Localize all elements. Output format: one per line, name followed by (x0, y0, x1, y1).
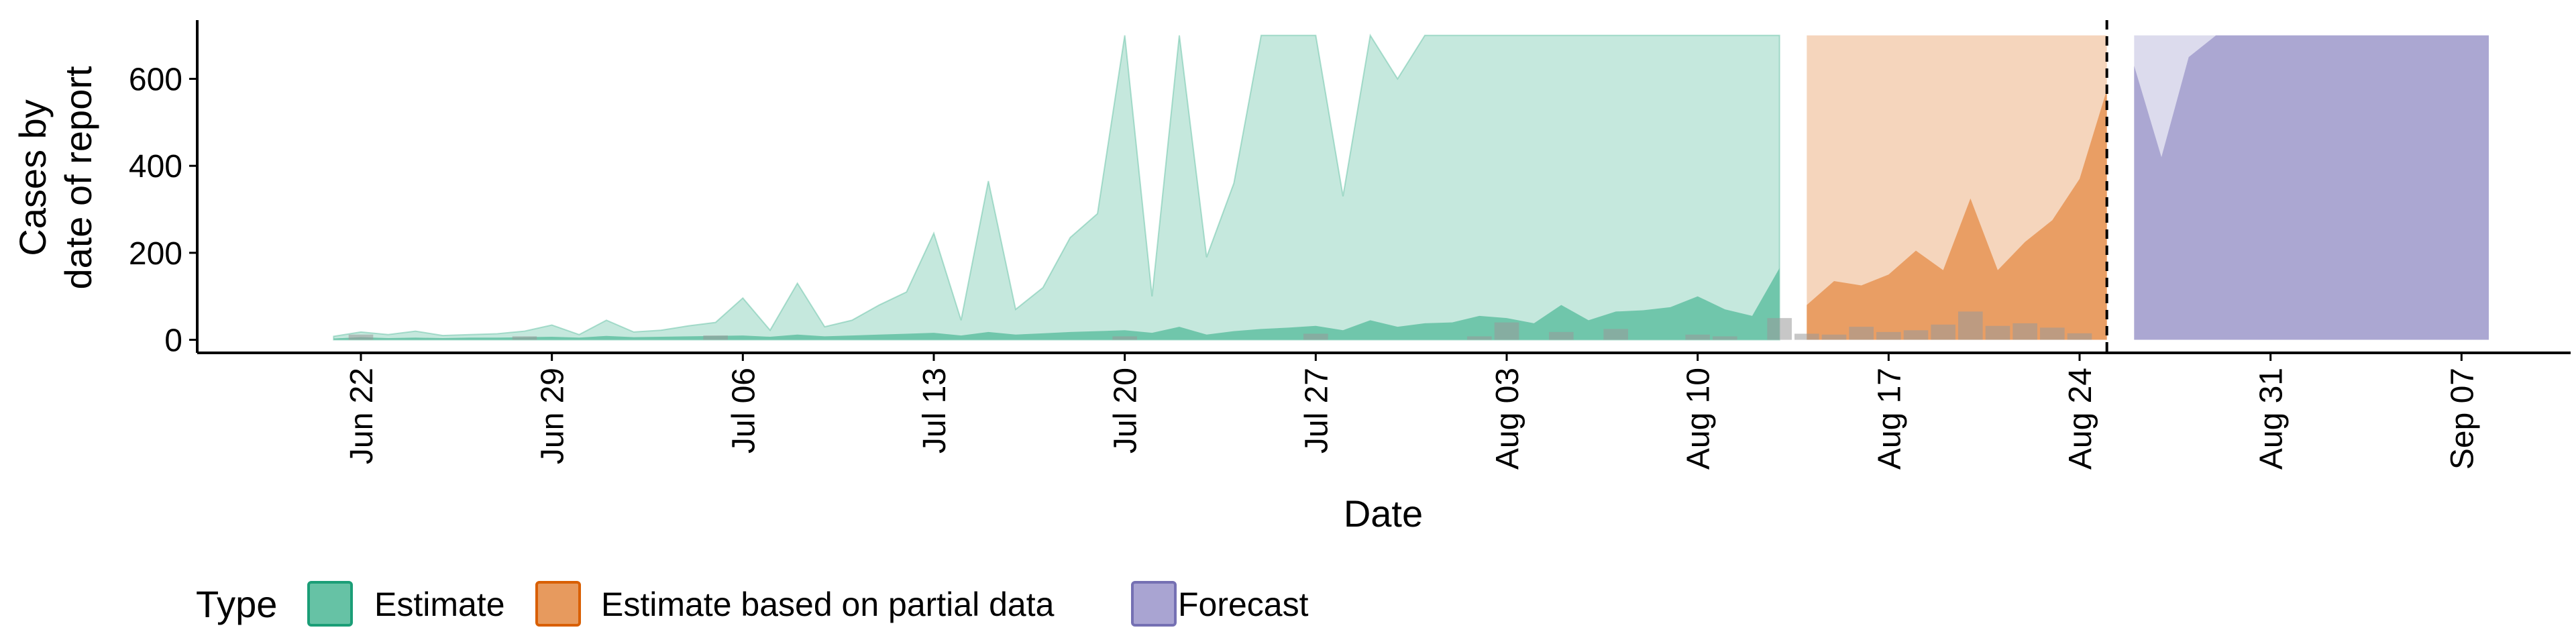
y-tick-label: 200 (129, 236, 182, 272)
legend-label-forecast: Forecast (1178, 586, 1309, 623)
observed-bar (1303, 333, 1328, 339)
x-tick-label: Jun 22 (344, 368, 380, 464)
forecast-inner-ribbon (2134, 36, 2489, 340)
observed-bar (513, 336, 537, 339)
x-axis-title: Date (1344, 492, 1423, 535)
observed-bar (1713, 336, 1737, 339)
observed-bar (1876, 332, 1901, 340)
plot-area (333, 20, 2489, 353)
observed-bar (349, 335, 374, 340)
observed-bar (2040, 327, 2065, 339)
observed-bar (1685, 335, 1710, 340)
x-tick-label: Aug 31 (2254, 368, 2290, 470)
y-tick-label: 0 (164, 323, 182, 359)
observed-bar (1849, 327, 1874, 339)
x-tick-label: Jun 29 (535, 368, 571, 464)
observed-bar (1822, 335, 1847, 340)
y-axis-title-line1: Cases by (11, 99, 54, 256)
observed-bar (703, 335, 728, 339)
estimate-outer-ribbon (333, 36, 1779, 340)
legend-key-forecast (1132, 582, 1175, 625)
legend: Type Estimate Estimate based on partial … (196, 582, 1309, 625)
x-tick-label: Sep 07 (2445, 368, 2480, 470)
x-tick-label: Jul 27 (1299, 368, 1334, 453)
observed-bar (1467, 336, 1492, 339)
observed-bar (1495, 323, 1519, 340)
observed-bar (1112, 336, 1137, 339)
observed-bar (1794, 333, 1819, 339)
observed-bar (1931, 325, 1955, 340)
observed-bar (1958, 311, 1983, 339)
y-axis-title-line2: date of report (57, 66, 99, 290)
x-tick-label: Jul 06 (726, 368, 761, 453)
observed-bar (1603, 329, 1628, 339)
observed-bar (1904, 330, 1929, 339)
legend-key-estimate (309, 582, 352, 625)
observed-bar (1986, 326, 2010, 340)
x-tick-label: Aug 17 (1872, 368, 1907, 470)
x-tick-label: Jul 20 (1108, 368, 1144, 453)
x-tick-label: Aug 10 (1681, 368, 1717, 470)
x-tick-label: Aug 03 (1490, 368, 1525, 470)
legend-label-estimate: Estimate (374, 586, 505, 623)
observed-bar (1549, 332, 1574, 340)
observed-bar (2012, 323, 2037, 340)
legend-title: Type (196, 583, 277, 625)
legend-label-partial: Estimate based on partial data (601, 586, 1055, 623)
observed-bar (2068, 333, 2092, 340)
y-tick-label: 600 (129, 62, 182, 98)
legend-key-partial (537, 582, 580, 625)
x-tick-label: Aug 24 (2063, 368, 2098, 470)
y-tick-label: 400 (129, 149, 182, 184)
observed-bar (1767, 318, 1792, 339)
x-tick-label: Jul 13 (917, 368, 953, 453)
